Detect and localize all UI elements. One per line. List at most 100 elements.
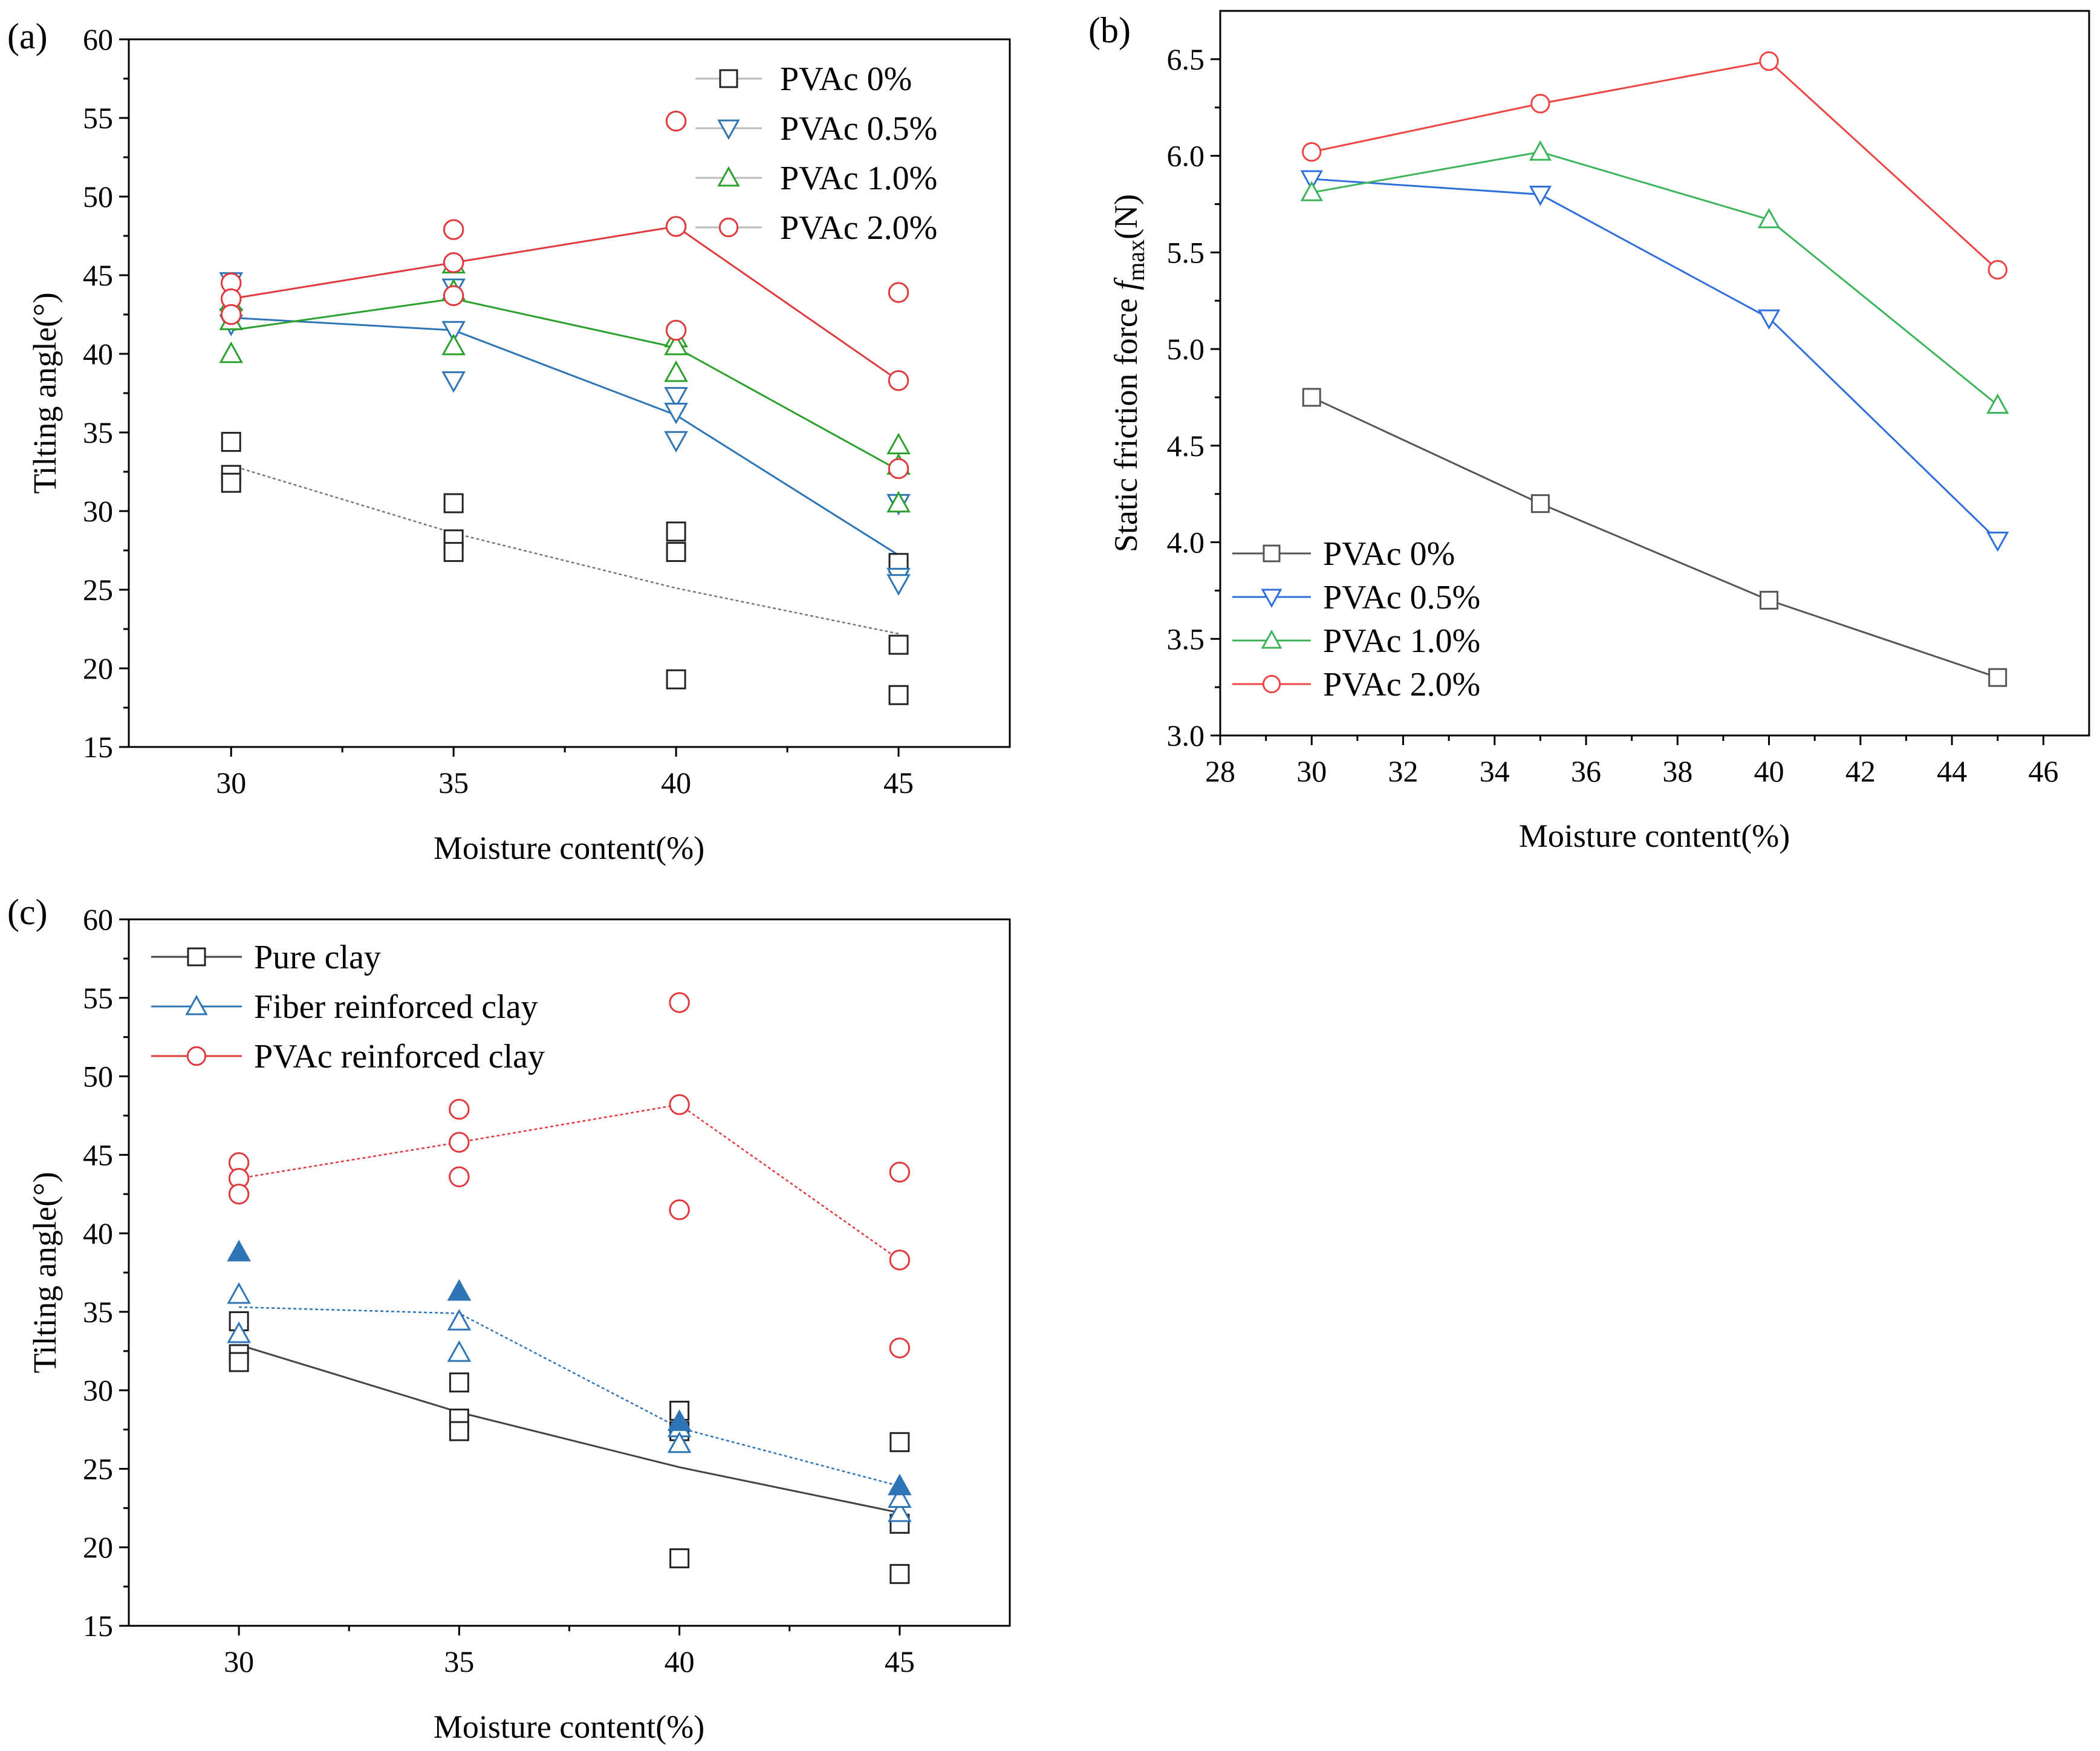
series-line-fiber-reinforced-clay [239,1306,900,1487]
series-line-pvac-0 [230,465,899,635]
legend-marker-pvac-1-0 [1261,629,1282,649]
data-point-pvac-0 [443,542,464,562]
x-axis-title-b: Moisture content(%) [1519,818,1790,854]
data-point-pvac-2-0 [443,219,464,240]
data-point-fiber-reinforced-clay [447,1340,472,1362]
plot-frame-b [1219,10,2090,737]
y-tick-label-c: 40 [83,1216,113,1250]
data-point-pvac-0-5 [441,321,466,343]
data-point-pvac-0 [221,472,241,493]
data-point-pvac-2-0 [665,319,687,341]
legend-marker-pure-clay [187,947,206,967]
y-tick-label-c: 25 [83,1452,113,1485]
panel-a: (a) 30 35 40 45 15 20 25 30 35 40 45 50 55 60 PVAc 0%… [7,16,1011,866]
data-point-pvac-0-5 [1986,531,2009,552]
data-point-fiber-reinforced-clay-filled [447,1279,472,1301]
series-line-pvac-0-5 [1312,178,1998,541]
data-point-fiber-reinforced-clay-filled [888,1473,912,1496]
data-point-pvac-2-0 [888,458,909,480]
data-point-fiber-reinforced-clay [447,1309,472,1331]
y-tick-label-c: 35 [83,1295,113,1329]
x-tick-label-b: 36 [1571,754,1601,788]
data-point-pvac-1-0 [886,491,911,513]
y-tick-label-a: 30 [83,494,113,528]
data-point-pvac-0 [1760,590,1779,610]
y-tick-label-c: 60 [83,902,113,936]
legend-marker-pvac-reinforced-clay [186,1046,207,1066]
data-point-pvac-1-0 [886,432,911,455]
y-tick-label-c: 45 [83,1138,113,1172]
legend-label-pvac-1-0: PVAc 1.0% [1323,622,1480,660]
series-line-pvac-2-0 [1311,60,1998,271]
y-title-b-unit: (N) [1108,194,1144,240]
data-point-pvac-0-5 [664,402,688,425]
x-tick-label-b: 40 [1754,754,1784,788]
data-point-pure-clay [449,1421,469,1441]
data-point-fiber-reinforced-clay-filled [227,1239,251,1262]
legend-marker-pvac-2-0 [718,217,739,238]
data-point-pure-clay [889,1432,910,1452]
x-tick-label-b: 44 [1937,754,1967,788]
y-tick-label-b: 3.5 [1167,622,1205,656]
data-point-pure-clay [229,1352,249,1372]
data-point-pvac-2-0 [665,110,687,132]
data-point-fiber-reinforced-clay [667,1431,692,1453]
data-point-pvac-0 [666,542,686,562]
data-point-pvac-0 [1988,668,2007,687]
y-tick-label-b: 6.5 [1167,42,1205,76]
axes-c: 30 35 40 45 15 20 25 30 35 40 45 50 55 60 [83,902,915,1678]
panel-label-b: (b) [1088,10,1131,50]
y-tick-label-a: 25 [83,573,113,607]
x-tick-label-c: 30 [224,1645,254,1678]
x-tick-label-b: 46 [2028,754,2058,788]
series-lines-c [238,1103,900,1514]
data-point-pvac-2-0 [220,304,242,325]
legend-label-pure-clay: Pure clay [254,939,381,976]
x-tick-label-a: 45 [883,766,914,800]
data-point-fiber-reinforced-clay [888,1500,912,1522]
x-axis-title-c: Moisture content(%) [434,1709,704,1745]
legend-label-pvac-1-0: PVAc 1.0% [780,160,937,197]
data-point-pvac-reinforced-clay [669,1199,690,1221]
x-axis-title-a: Moisture content(%) [434,830,704,866]
data-point-pvac-0-5 [1300,170,1323,191]
y-axis-title-b: Static friction force fmax(N) [1108,194,1149,552]
y-tick-label-b: 4.0 [1167,526,1205,559]
y-tick-label-b: 6.0 [1167,139,1205,173]
legend-a: PVAc 0% PVAc 0.5% PVAc 1.0% PVAc 2.0% [695,60,937,247]
x-tick-label-b: 28 [1205,754,1235,788]
y-tick-label-b: 5.5 [1167,235,1205,269]
x-tick-label-b: 32 [1388,754,1419,788]
series-line-pvac-0-5 [231,316,899,556]
y-tick-label-c: 15 [83,1609,113,1643]
data-point-pvac-0 [888,685,909,705]
data-point-pvac-1-0 [1300,181,1323,201]
x-tick-label-c: 35 [444,1645,474,1678]
legend-label-pvac-0: PVAc 0% [780,60,912,98]
x-tick-label-b: 42 [1845,754,1876,788]
data-point-pvac-0-5 [441,371,466,393]
series-line-pure-clay [238,1343,900,1514]
data-point-pvac-reinforced-clay [449,1132,470,1153]
data-point-pvac-0 [666,669,686,690]
data-points-c [227,992,912,1584]
x-tick-label-b: 38 [1662,754,1692,788]
legend-marker-pvac-0-5 [1261,589,1282,608]
data-point-pvac-1-0 [441,333,466,356]
legend-marker-pvac-0 [719,69,738,88]
legend-marker-pvac-2-0 [1262,674,1281,694]
series-line-pvac-1-0 [231,298,899,471]
data-point-fiber-reinforced-clay [888,1486,912,1508]
y-title-b-main: Static friction force [1108,290,1144,552]
data-point-pvac-0-5 [1529,186,1552,206]
panel-label-a: (a) [7,16,48,56]
data-point-pvac-2-0 [888,370,909,391]
y-tick-label-c: 50 [83,1060,113,1094]
legend-c: Pure clay Fiber reinforced clay PVAc reinf… [151,939,545,1075]
data-point-pvac-1-0 [1529,140,1552,161]
y-tick-label-b: 4.5 [1167,429,1205,463]
y-tick-label-a: 35 [83,416,113,449]
y-tick-label-a: 15 [83,730,113,764]
data-point-pvac-2-0 [1530,94,1550,114]
y-tick-label-a: 20 [83,651,113,685]
